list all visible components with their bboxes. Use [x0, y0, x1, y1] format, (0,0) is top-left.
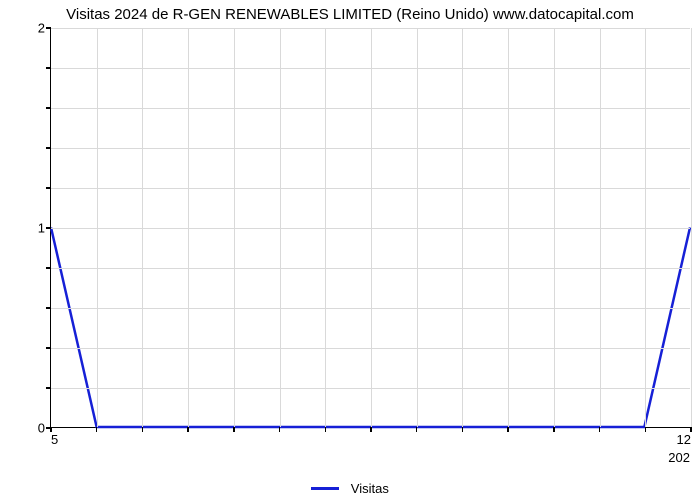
gridline-h — [51, 228, 690, 229]
ytick-label: 1 — [38, 221, 51, 236]
xtick-mark — [645, 427, 647, 432]
gridline-h — [51, 108, 690, 109]
ytick-mark — [46, 187, 51, 189]
xtick-mark — [96, 427, 98, 432]
ytick-mark — [46, 147, 51, 149]
xtick-mark — [553, 427, 555, 432]
gridline-h — [51, 68, 690, 69]
xtick-mark — [325, 427, 327, 432]
gridline-v — [691, 28, 692, 427]
ytick-label: 2 — [38, 21, 51, 36]
ytick-mark — [46, 347, 51, 349]
xtick-mark — [370, 427, 372, 432]
gridline-h — [51, 268, 690, 269]
legend-label: Visitas — [351, 481, 389, 496]
xtick-mark — [142, 427, 144, 432]
xtick-mark — [233, 427, 235, 432]
xtick-mark — [599, 427, 601, 432]
xtick-mark — [279, 427, 281, 432]
ytick-mark — [46, 107, 51, 109]
gridline-h — [51, 188, 690, 189]
xtick-mark — [507, 427, 509, 432]
ytick-mark — [46, 387, 51, 389]
xtick-label: 5 — [51, 427, 58, 447]
gridline-h — [51, 308, 690, 309]
gridline-h — [51, 388, 690, 389]
xtick-mark — [187, 427, 189, 432]
chart-title: Visitas 2024 de R-GEN RENEWABLES LIMITED… — [0, 6, 700, 23]
gridline-h — [51, 148, 690, 149]
xtick-mark — [416, 427, 418, 432]
plot-area: 512012 202 — [50, 28, 690, 428]
xtick-mark — [462, 427, 464, 432]
chart-container: Visitas 2024 de R-GEN RENEWABLES LIMITED… — [0, 0, 700, 500]
gridline-h — [51, 348, 690, 349]
legend: Visitas — [0, 480, 700, 496]
gridline-h — [51, 28, 690, 29]
x-subcaption-right: 202 — [668, 428, 690, 465]
ytick-mark — [46, 267, 51, 269]
ytick-mark — [46, 67, 51, 69]
ytick-mark — [46, 307, 51, 309]
legend-swatch — [311, 487, 339, 490]
ytick-label: 0 — [38, 421, 51, 436]
